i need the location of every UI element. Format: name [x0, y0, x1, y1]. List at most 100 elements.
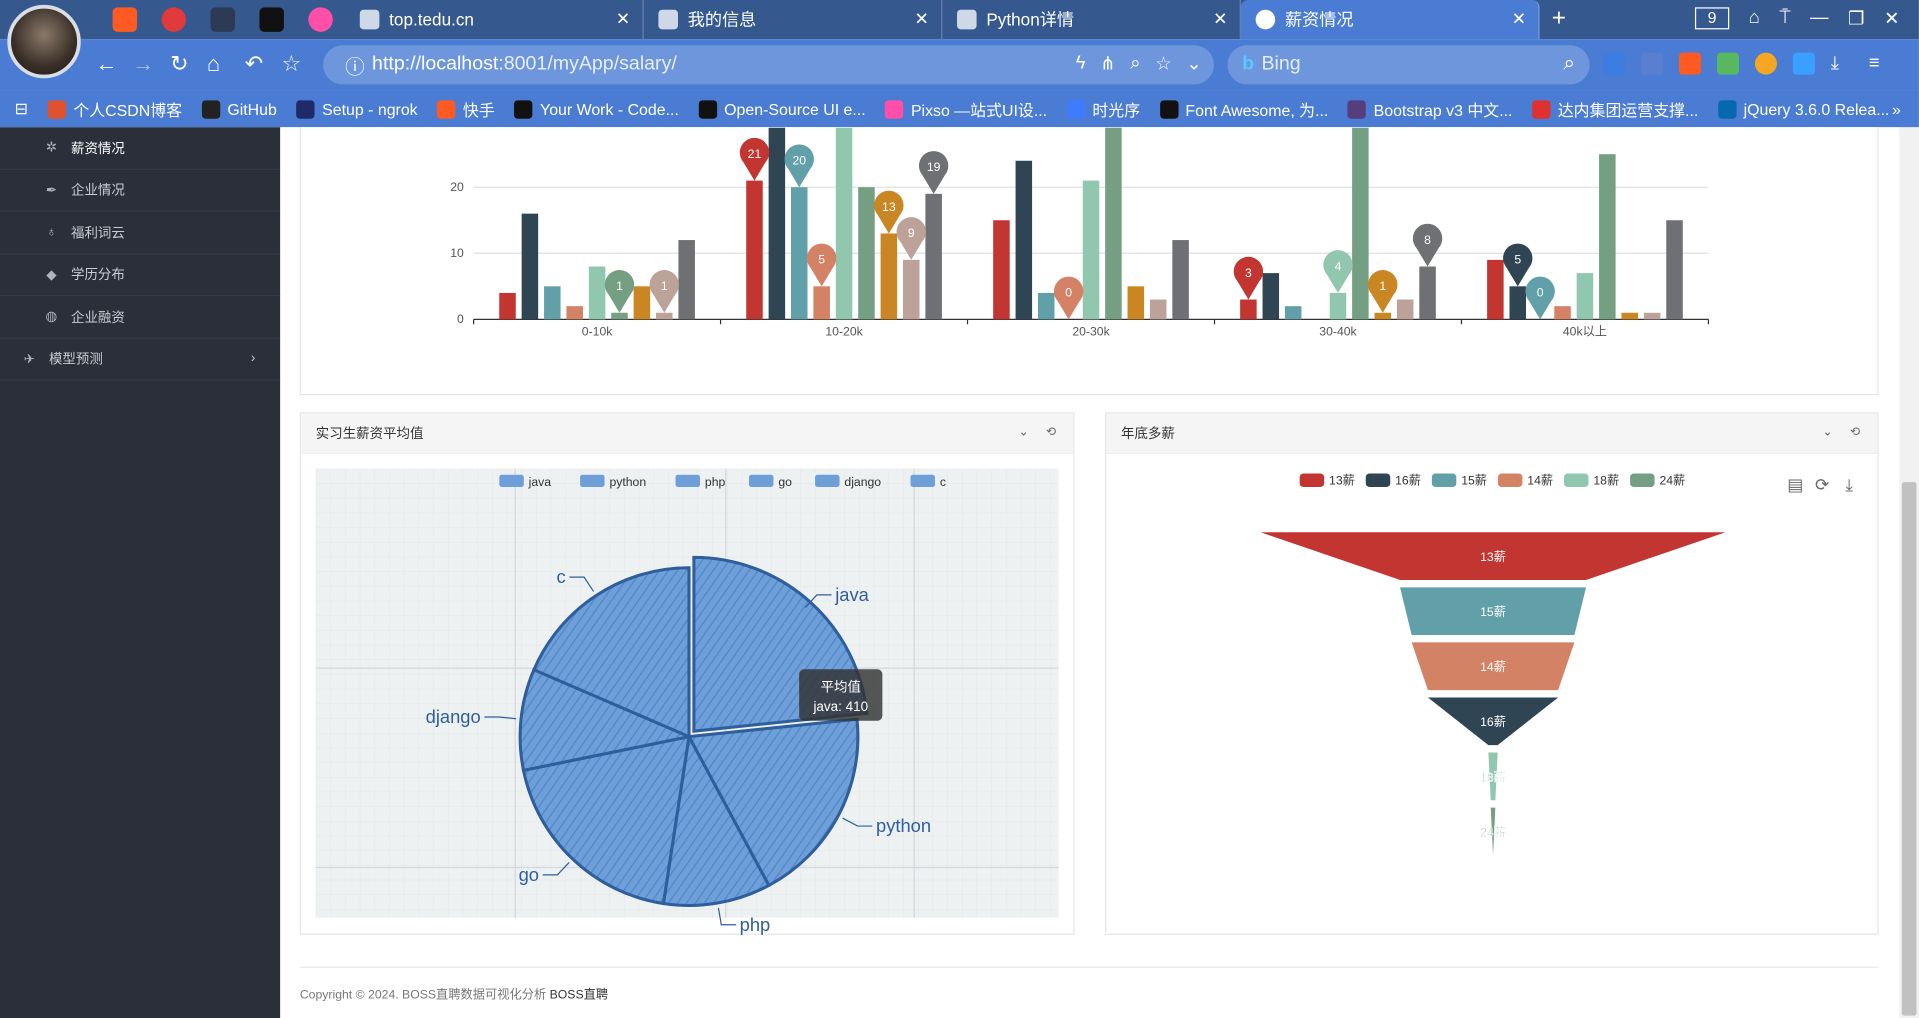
sidebar-item-salary[interactable]: ✲ 薪资情况 — [0, 127, 281, 170]
refresh-icon[interactable]: ⟲ — [1045, 425, 1057, 440]
search-box[interactable]: b Bing ⌕ — [1227, 45, 1590, 85]
translate-icon[interactable] — [1603, 52, 1626, 75]
info-icon[interactable]: ⓘ — [345, 57, 365, 79]
bookmark-label: 快手 — [462, 100, 495, 120]
bookmark-item[interactable]: jQuery 3.6.0 Relea... — [1717, 97, 1889, 120]
tooltip: 平均值 java: 410 — [799, 669, 883, 721]
tab-my-info[interactable]: 我的信息 ✕ — [644, 0, 943, 40]
legend-swatch — [499, 474, 524, 487]
legend-label: 14薪 — [1527, 474, 1553, 488]
refresh-icon[interactable]: ⟲ — [1849, 425, 1861, 440]
markpoint-pin — [1053, 276, 1084, 320]
sidebar-group-model[interactable]: ✈ 模型预测 › — [0, 338, 281, 381]
bookmark-item[interactable]: Open-Source UI e... — [698, 97, 866, 120]
close-icon[interactable]: ✕ — [914, 8, 929, 29]
bookmarks-bar: ⊟ 个人CSDN博客 GitHub Setup - ngrok 快手 Your Work… — [0, 90, 1919, 128]
funnel-stage — [1490, 807, 1496, 856]
restore-icon[interactable]: ❐ — [1848, 8, 1865, 30]
pinned-tab-record-icon[interactable] — [161, 7, 187, 32]
address-bar[interactable]: ⓘ http://localhost:8001/myApp/salary/ ϟ … — [323, 45, 1215, 85]
shirt-icon[interactable]: ⌂ — [1748, 7, 1760, 29]
bookmark-label: Font Awesome, 为... — [1185, 100, 1329, 120]
bookmark-item[interactable]: 达内集团运营支撑... — [1532, 97, 1698, 120]
scan-icon[interactable] — [1641, 52, 1664, 75]
bookmark-item[interactable]: 快手 — [437, 97, 495, 120]
download-icon[interactable]: ⤓ — [1845, 475, 1853, 495]
pinned-tab-chatgpt-icon[interactable] — [259, 7, 284, 32]
back-icon[interactable]: ← — [95, 51, 118, 76]
chevron-down-icon[interactable]: ⌄ — [1018, 425, 1029, 440]
screenshot-icon[interactable] — [1792, 52, 1815, 75]
markpoint-label: 20 — [792, 154, 806, 168]
legend-label: 24薪 — [1659, 474, 1685, 488]
markpoint-pin — [806, 243, 837, 287]
star-icon[interactable]: ☆ — [281, 51, 302, 76]
refresh-icon[interactable]: ⟳ — [1815, 475, 1829, 495]
sidebar-item-company[interactable]: ✒ 企业情况 — [0, 169, 281, 212]
zoom-icon[interactable]: ⌕ — [1130, 52, 1141, 74]
bar — [656, 312, 673, 320]
home-icon[interactable]: ⌂ — [206, 51, 221, 76]
tab-salary[interactable]: 薪资情况 ✕ — [1240, 0, 1540, 40]
tab-tedu[interactable]: top.tedu.cn ✕ — [345, 0, 644, 40]
pinned-tab-codepen-icon[interactable] — [210, 7, 235, 32]
url-path: :8001/myApp/salary/ — [498, 53, 677, 75]
download-icon[interactable]: ⤓ — [1830, 52, 1839, 74]
lightning-icon[interactable]: ϟ — [1075, 52, 1086, 74]
globe-icon: ◍ — [45, 309, 58, 325]
tab-python-detail[interactable]: Python详情 ✕ — [942, 0, 1241, 40]
bookmark-item[interactable]: GitHub — [201, 97, 277, 120]
menu-icon[interactable]: ≡ — [1868, 52, 1880, 74]
undo-icon[interactable]: ↶ — [244, 51, 264, 76]
markpoint-pin — [1525, 276, 1555, 320]
tab-count-badge[interactable]: 9 — [1694, 7, 1730, 30]
discount-icon[interactable] — [1679, 52, 1702, 75]
minimize-icon[interactable]: — — [1810, 7, 1829, 29]
footer-brand[interactable]: BOSS直聘 — [549, 988, 609, 1003]
markpoint-pin — [1412, 223, 1443, 267]
chevron-down-icon[interactable]: ⌄ — [1822, 425, 1833, 440]
bookmark-item[interactable]: 个人CSDN博客 — [47, 97, 182, 120]
forward-icon[interactable]: → — [132, 51, 155, 76]
chevron-down-icon[interactable]: ⌄ — [1186, 53, 1202, 75]
bookmark-favicon-icon — [1066, 99, 1086, 119]
close-window-icon[interactable]: ✕ — [1884, 8, 1900, 30]
close-icon[interactable]: ✕ — [1213, 8, 1228, 29]
avatar[interactable] — [7, 4, 81, 79]
new-tab-button[interactable]: + — [1551, 4, 1567, 32]
legend-label: 13薪 — [1329, 474, 1355, 488]
sidebar-item-label: 企业情况 — [70, 183, 125, 199]
bookmark-item[interactable]: Font Awesome, 为... — [1159, 97, 1329, 120]
bookmark-item[interactable]: 时光序 — [1066, 97, 1140, 120]
close-icon[interactable]: ✕ — [615, 8, 631, 29]
close-icon[interactable]: ✕ — [1511, 8, 1527, 29]
pin-icon[interactable]: ⍑ — [1779, 7, 1791, 29]
sidebar-toggle-icon[interactable]: ⊟ — [14, 99, 29, 118]
reload-icon[interactable]: ↻ — [170, 51, 189, 76]
search-icon[interactable]: ⌕ — [1563, 51, 1576, 75]
x-tick-label: 10-20k — [825, 324, 863, 338]
bookmark-star-icon[interactable]: ☆ — [1155, 53, 1172, 75]
bookmark-item[interactable]: Your Work - Code... — [514, 97, 679, 120]
panel-header: 实习生薪资平均值 ⌄ ⟲ — [301, 413, 1074, 454]
pinned-tab-kuaishou-icon[interactable] — [112, 7, 138, 32]
sidebar-item-education[interactable]: ◆ 学历分布 — [0, 254, 281, 297]
bookmark-item[interactable]: Setup - ngrok — [296, 97, 418, 120]
apps-icon[interactable] — [1716, 52, 1740, 75]
bookmark-item[interactable]: Bootstrap v3 中文... — [1347, 97, 1512, 120]
funnel-label: 24薪 — [1480, 825, 1506, 839]
moon-icon[interactable] — [1754, 52, 1777, 75]
bookmark-item[interactable]: Pixso —站式UI设... — [885, 97, 1047, 120]
feather-icon: ✒ — [45, 183, 58, 198]
sidebar-item-financing[interactable]: ◍ 企业融资 — [0, 296, 281, 339]
markpoint-pin — [604, 270, 635, 313]
scrollbar-thumb[interactable] — [1901, 482, 1917, 1016]
pie-slice — [661, 731, 771, 907]
more-bookmarks-icon[interactable]: » — [1891, 99, 1901, 119]
share-icon[interactable]: ⋔ — [1100, 53, 1116, 75]
data-view-icon[interactable]: ▤ — [1787, 475, 1803, 495]
pinned-tab-pixso-icon[interactable] — [308, 7, 333, 32]
y-tick-label: 0 — [457, 312, 464, 326]
sidebar-item-welfare[interactable]: ♁ 福利词云 — [0, 212, 281, 254]
markpoint-label: 1 — [661, 279, 668, 293]
